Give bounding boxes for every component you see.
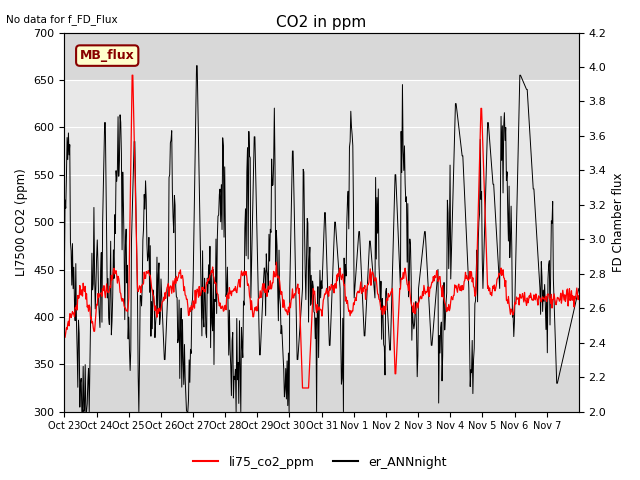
Y-axis label: LI7500 CO2 (ppm): LI7500 CO2 (ppm): [15, 168, 28, 276]
Y-axis label: FD Chamber flux: FD Chamber flux: [612, 172, 625, 272]
Text: No data for f_FD_Flux: No data for f_FD_Flux: [6, 14, 118, 25]
Text: MB_flux: MB_flux: [80, 49, 134, 62]
Title: CO2 in ppm: CO2 in ppm: [276, 15, 367, 30]
Legend: li75_co2_ppm, er_ANNnight: li75_co2_ppm, er_ANNnight: [188, 451, 452, 474]
Bar: [65, 80, 579, 364]
